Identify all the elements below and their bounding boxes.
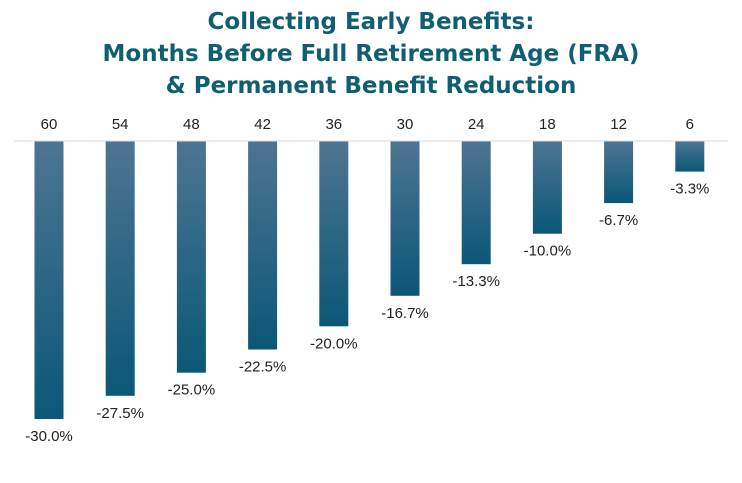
bar-18 [532, 141, 562, 234]
data-label-18: -10.0% [524, 243, 572, 260]
data-label-30: -16.7% [381, 305, 429, 322]
tick-label-6: 6 [686, 116, 694, 133]
bar-30 [390, 141, 420, 296]
data-label-24: -13.3% [452, 273, 500, 290]
tick-label-60: 60 [41, 116, 58, 133]
bar-60 [34, 141, 64, 419]
data-labels-layer: -30.0% -27.5% -25.0% -22.5% -20.0% -16.7% -13.… [25, 181, 709, 445]
bar-6 [675, 141, 705, 172]
bar-48 [176, 141, 206, 373]
bars-layer [34, 141, 705, 419]
tick-label-30: 30 [397, 116, 414, 133]
chart-title: Collecting Early Benefits: Months Before… [0, 6, 742, 102]
data-label-54: -27.5% [96, 405, 144, 422]
tick-label-12: 12 [610, 116, 627, 133]
chart-title-line-1: Collecting Early Benefits: [207, 9, 535, 35]
tick-labels-layer: 60 54 48 42 36 30 24 18 12 6 [41, 116, 694, 133]
data-label-48: -25.0% [168, 382, 216, 399]
tick-label-54: 54 [112, 116, 129, 133]
tick-label-42: 42 [254, 116, 271, 133]
tick-label-36: 36 [325, 116, 342, 133]
tick-label-24: 24 [468, 116, 485, 133]
bar-36 [319, 141, 349, 327]
bar-12 [604, 141, 634, 204]
bar-42 [248, 141, 278, 350]
chart-title-line-2: Months Before Full Retirement Age (FRA) [102, 41, 640, 67]
tick-label-18: 18 [539, 116, 556, 133]
data-label-6: -3.3% [670, 181, 709, 198]
data-label-60: -30.0% [25, 428, 73, 445]
bar-54 [105, 141, 135, 396]
tick-label-48: 48 [183, 116, 200, 133]
chart-title-line-3: & Permanent Benefit Reduction [165, 73, 577, 99]
data-label-42: -22.5% [239, 359, 287, 376]
data-label-12: -6.7% [599, 212, 638, 229]
data-label-36: -20.0% [310, 335, 358, 352]
bar-24 [461, 141, 491, 265]
